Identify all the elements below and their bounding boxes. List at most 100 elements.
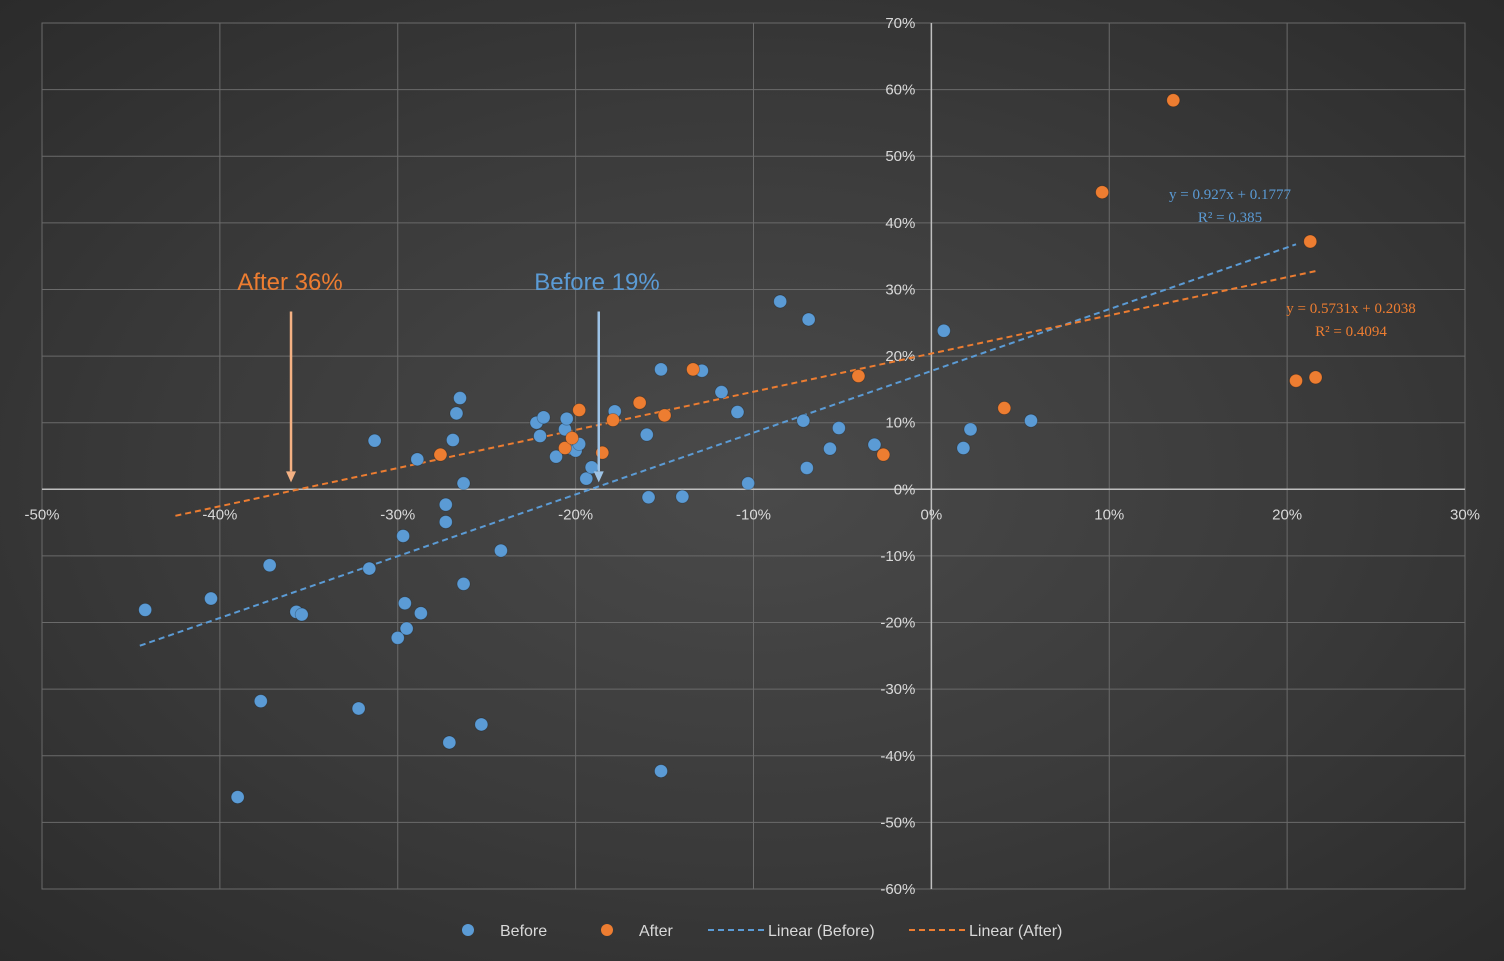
- data-point-after[interactable]: [572, 403, 587, 417]
- data-point-before[interactable]: [474, 717, 489, 732]
- data-point-before[interactable]: [204, 591, 218, 606]
- x-tick-label: 20%: [1272, 506, 1302, 523]
- data-point-after[interactable]: [1166, 93, 1181, 108]
- trendline-r2: R² = 0.4094: [1315, 324, 1387, 340]
- data-point-before[interactable]: [456, 577, 471, 591]
- data-point-before[interactable]: [262, 558, 277, 573]
- data-point-before[interactable]: [799, 461, 814, 475]
- data-point-before[interactable]: [494, 543, 508, 558]
- data-point-before[interactable]: [549, 449, 563, 464]
- legend-label: Before: [500, 923, 547, 940]
- y-tick-label: -50%: [880, 814, 915, 831]
- y-tick-label: -30%: [880, 681, 915, 698]
- y-tick-label: 50%: [885, 148, 915, 165]
- y-tick-label: -60%: [880, 881, 915, 898]
- data-point-before[interactable]: [773, 294, 788, 309]
- data-point-after[interactable]: [565, 431, 579, 445]
- data-point-before[interactable]: [867, 437, 882, 452]
- data-point-before[interactable]: [449, 406, 464, 421]
- data-point-before[interactable]: [413, 606, 428, 621]
- annotation-arrowhead: [593, 471, 604, 483]
- data-point-before[interactable]: [533, 429, 547, 443]
- data-point-before[interactable]: [654, 362, 668, 377]
- legend-item-linear-before[interactable]: Linear (Before): [708, 923, 875, 940]
- data-point-before[interactable]: [714, 385, 729, 399]
- data-point-after[interactable]: [558, 441, 572, 455]
- data-point-before[interactable]: [639, 427, 654, 442]
- trendline-equation: y = 0.5731x + 0.2038: [1286, 301, 1415, 317]
- x-tick-label: 30%: [1450, 506, 1480, 523]
- data-point-before[interactable]: [456, 476, 471, 491]
- data-point-before[interactable]: [410, 452, 425, 467]
- data-point-before[interactable]: [367, 433, 382, 448]
- data-point-after[interactable]: [997, 401, 1012, 415]
- data-point-before[interactable]: [730, 405, 745, 419]
- data-point-after[interactable]: [876, 447, 891, 462]
- tick-labels: -50% -40% -30% -20% -10% 0% 10% 20% 30% 70% 60% 50%…: [24, 15, 1480, 898]
- axes: [42, 23, 1465, 889]
- data-point-before[interactable]: [351, 701, 366, 716]
- data-point-before[interactable]: [453, 391, 467, 405]
- data-point-after[interactable]: [433, 447, 448, 462]
- trendline-r2: R² = 0.385: [1198, 210, 1262, 226]
- data-point-before[interactable]: [138, 602, 153, 617]
- data-point-before[interactable]: [390, 630, 405, 645]
- legend-label: Linear (Before): [768, 923, 875, 940]
- data-point-before[interactable]: [294, 607, 309, 622]
- data-point-before[interactable]: [741, 476, 756, 491]
- data-point-after[interactable]: [1303, 234, 1318, 249]
- legend[interactable]: Before After Linear (Before) Linear (After): [462, 923, 1062, 940]
- x-tick-label: -30%: [380, 506, 415, 523]
- x-tick-label: 0%: [921, 506, 943, 523]
- legend-item-linear-after[interactable]: Linear (After): [909, 923, 1062, 940]
- data-point-before[interactable]: [397, 596, 412, 611]
- data-point-before[interactable]: [230, 790, 245, 804]
- trendline-before: [139, 243, 1297, 647]
- x-tick-label: 10%: [1094, 506, 1124, 523]
- data-point-before[interactable]: [963, 422, 978, 437]
- data-point-before[interactable]: [438, 497, 453, 512]
- data-point-before[interactable]: [579, 471, 594, 486]
- data-point-before[interactable]: [956, 441, 971, 455]
- data-points: [138, 93, 1323, 804]
- y-tick-label: 30%: [885, 281, 915, 298]
- data-point-before[interactable]: [675, 489, 690, 504]
- data-point-before[interactable]: [396, 529, 410, 543]
- legend-label: Linear (After): [969, 923, 1062, 940]
- legend-item-before[interactable]: Before: [462, 923, 547, 940]
- data-point-after[interactable]: [686, 362, 700, 377]
- data-point-before[interactable]: [823, 441, 837, 456]
- data-point-before[interactable]: [641, 490, 656, 505]
- x-tick-label: -10%: [736, 506, 771, 523]
- y-tick-label: 40%: [885, 215, 915, 232]
- data-point-after[interactable]: [606, 413, 620, 427]
- data-point-before[interactable]: [438, 515, 453, 529]
- data-point-before[interactable]: [801, 312, 816, 327]
- data-point-before[interactable]: [831, 421, 846, 435]
- data-point-after[interactable]: [1095, 185, 1110, 200]
- legend-label: After: [639, 923, 673, 940]
- data-point-after[interactable]: [1308, 370, 1323, 385]
- data-point-before[interactable]: [399, 621, 414, 636]
- y-tick-label: -20%: [880, 615, 915, 632]
- x-tick-label: -50%: [24, 506, 59, 523]
- data-point-after[interactable]: [632, 395, 647, 410]
- data-point-before[interactable]: [559, 411, 574, 426]
- data-point-before[interactable]: [253, 694, 268, 709]
- legend-item-after[interactable]: After: [601, 923, 673, 940]
- y-tick-label: 70%: [885, 15, 915, 32]
- data-point-after[interactable]: [851, 369, 866, 383]
- annotation-label: After 36%: [237, 269, 342, 296]
- data-point-before[interactable]: [445, 433, 460, 447]
- data-point-before[interactable]: [1024, 413, 1038, 428]
- data-point-before[interactable]: [536, 410, 551, 425]
- data-point-after[interactable]: [657, 408, 672, 423]
- data-point-before[interactable]: [936, 323, 951, 338]
- data-point-before[interactable]: [796, 413, 811, 428]
- data-point-before[interactable]: [442, 735, 457, 750]
- data-point-before[interactable]: [654, 764, 668, 778]
- data-point-before[interactable]: [362, 561, 377, 576]
- data-point-after[interactable]: [1289, 373, 1303, 388]
- trendline-after: [175, 270, 1316, 517]
